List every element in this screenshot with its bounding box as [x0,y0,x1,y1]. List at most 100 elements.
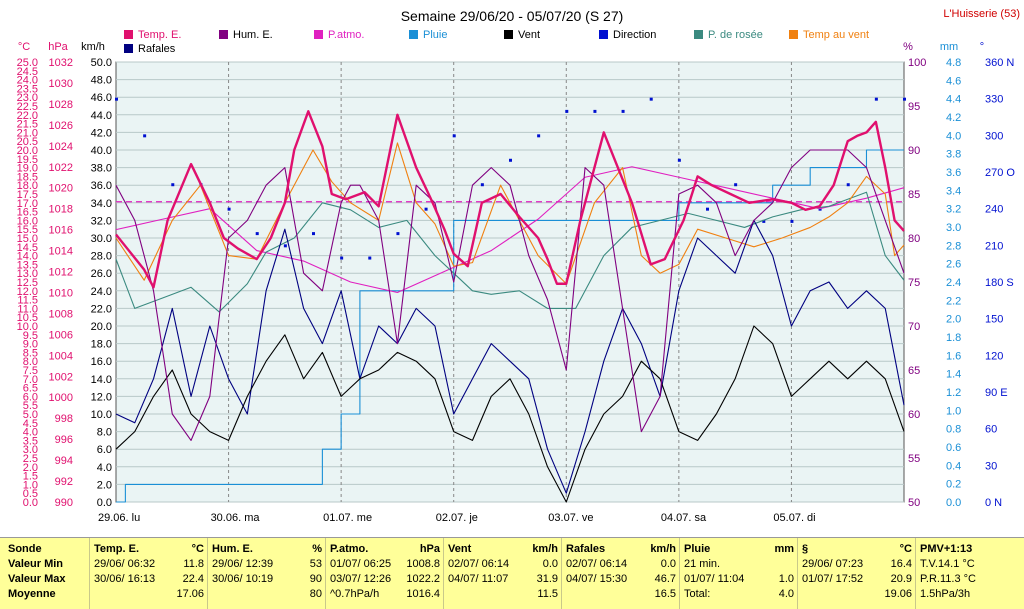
legend-swatch [504,30,513,39]
wind-axis-tick: 32.0 [91,215,112,227]
rain-axis-tick: 0.6 [946,442,961,454]
grid [116,61,904,503]
wind-axis-tick: 34.0 [91,198,112,210]
temp-axis-tick: 5.0 [23,409,38,421]
temp-axis-tick: 7.5 [23,365,38,377]
wind-axis-tick: 44.0 [91,110,112,122]
direction-point [846,183,850,187]
direction-point [734,183,738,187]
summary-column: § °C 29/06/ 07:23 16.4 01/07/ 17:52 20.9 19.06 [802,542,912,602]
row-label-max: Valeur Max [8,573,66,585]
summary-column: Pluie mm 21 min. 01/07/ 11:04 1.0 Total: 4.0 [684,542,794,602]
direction-axis-tick: 90 E [985,387,1008,399]
x-label-day: 05.07. di [773,512,815,524]
summary-col-title: § [802,543,809,555]
wind-axis-tick: 42.0 [91,127,112,139]
rain-axis-tick: 3.6 [946,167,961,179]
legend-swatch [599,30,608,39]
direction-axis-tick: 180 S [985,277,1014,289]
summary-cell-value: 0.0 [660,558,676,570]
x-label-day: 01.07. me [323,512,372,524]
legend-swatch [789,30,798,39]
temp-axis-tick: 20.5 [17,136,38,148]
temp-axis-tick: 3.0 [23,444,38,456]
wind-axis-tick: 4.0 [97,462,112,474]
pressure-axis-tick: 1000 [49,392,73,404]
rain-axis-tick: 0.8 [946,424,961,436]
summary-cell-value: 90 [309,573,322,585]
summary-col-title: PMV+1:13 [920,543,973,555]
summary-cell-value: 11.5 [537,588,558,600]
rain-axis-tick: 1.4 [946,369,961,381]
temp-axis-tick: 19.0 [17,163,38,175]
wind-axis-tick: 16.0 [91,356,112,368]
direction-point [480,183,484,187]
plot-area [115,61,905,503]
rain-axis-tick: 2.4 [946,277,961,289]
series-line-rafales [115,219,905,494]
direction-axis-tick: 330 [985,94,1003,106]
legend-label: Vent [518,29,540,41]
summary-separator [207,538,208,609]
legend-label: P. de rosée [708,29,763,41]
temp-axis-tick: 21.0 [17,127,38,139]
direction-axis-tick: 60 [985,424,997,436]
summary-cell-value: 16.5 [654,588,676,600]
pressure-axis-tick: 992 [55,476,73,488]
pressure-axis-tick: 1002 [49,371,73,383]
pressure-axis-tick: 998 [55,413,73,425]
humidity-axis-tick: 90 [908,145,920,157]
summary-column: Temp. E. °C 29/06/ 06:32 11.8 30/06/ 16:13 22… [94,542,204,602]
x-label-day: 30.06. ma [211,512,261,524]
pressure-axis-tick: 1004 [49,350,73,362]
temp-axis-tick: 23.5 [17,83,38,95]
summary-cell-label: Total: [684,588,711,600]
summary-cell-value: 31.9 [536,573,558,585]
humidity-axis-tick: 55 [908,453,920,465]
direction-point [677,158,681,162]
series-lines [115,97,906,503]
summary-cell-value: 53 [309,558,322,570]
x-label-day: 04.07. sa [661,512,707,524]
direction-point [255,232,259,236]
summary-column: Vent km/h 02/07/ 06:14 0.0 04/07/ 11:07 31.9 1… [448,542,558,602]
direction-point [143,134,147,138]
rain-axis-tick: 3.0 [946,222,961,234]
summary-cell-label: 01/07/ 06:25 [330,558,392,570]
unit-rain: mm [940,41,958,53]
legend-swatch [124,30,133,39]
temp-axis-tick: 9.0 [23,339,38,351]
temp-axis-tick: 6.5 [23,383,38,395]
summary-col-unit: km/h [650,543,676,555]
row-label-min: Valeur Min [8,558,64,570]
temp-axis-tick: 2.5 [23,453,38,465]
pressure-axis-tick: 990 [55,497,73,509]
temp-axis-tick: 9.5 [23,330,38,342]
temp-axis-tick: 1.5 [23,471,38,483]
wind-axis-tick: 2.0 [97,479,112,491]
unit-pressure: hPa [48,41,68,53]
summary-cell-value: 16.4 [890,558,912,570]
legend-label: Direction [613,29,656,41]
summary-cell-value: 17.06 [176,588,204,600]
legend-label: Rafales [138,43,176,55]
wind-axis-tick: 28.0 [91,251,112,263]
summary-cell-label: 1.5hPa/3h [920,588,971,600]
temp-axis-tick: 4.0 [23,427,38,439]
direction-point [565,109,569,113]
summary-separator [325,538,326,609]
summary-col-title: Hum. E. [212,543,253,555]
pressure-axis-tick: 1014 [49,246,73,258]
pressure-axis-tick: 1008 [49,308,73,320]
temp-axis-tick: 24.0 [17,75,38,87]
direction-point [340,256,344,260]
unit-temp: °C [18,41,30,53]
wind-axis-tick: 30.0 [91,233,112,245]
temp-axis-tick: 1.0 [23,479,38,491]
summary-cell-label: T.V.14.1 °C [920,558,975,570]
summary-cell-label: 21 min. [684,558,721,570]
temp-axis-tick: 17.5 [17,189,38,201]
temp-axis-tick: 8.0 [23,356,38,368]
direction-point [424,207,428,211]
summary-row-labels: Sonde Valeur Min Valeur Max Moyenne [8,542,88,602]
